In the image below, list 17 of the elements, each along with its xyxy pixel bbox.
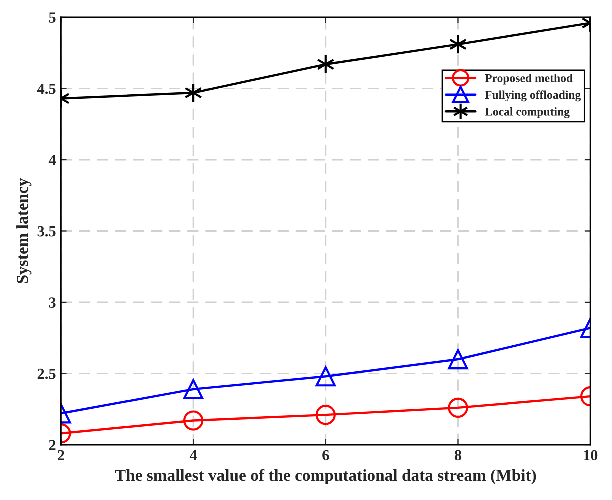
x-tick-label: 10 — [584, 450, 598, 461]
x-tick-label: 4 — [190, 450, 198, 460]
x-tick-label: 8 — [454, 450, 462, 461]
legend-label: Proposed method — [485, 74, 573, 85]
y-tick-label: 3 — [49, 298, 56, 308]
y-tick-label: 5 — [49, 12, 56, 23]
y-tick-label: 2.5 — [38, 368, 56, 380]
y-tick-label: 4.5 — [37, 84, 56, 94]
y-tick-label: 4 — [48, 155, 56, 166]
y-tick-label: 3.5 — [38, 226, 56, 237]
legend-label: Local computing — [485, 108, 570, 118]
y-axis-title: System latency — [16, 178, 32, 284]
x-tick-label: 6 — [322, 450, 330, 461]
y-tick-label: 2 — [49, 440, 56, 450]
legend-label: Fullying offloading — [485, 90, 582, 102]
x-tick-label: 2 — [58, 450, 64, 460]
x-axis-title: The smallest value of the computational data stream (Mbit) — [115, 469, 536, 485]
